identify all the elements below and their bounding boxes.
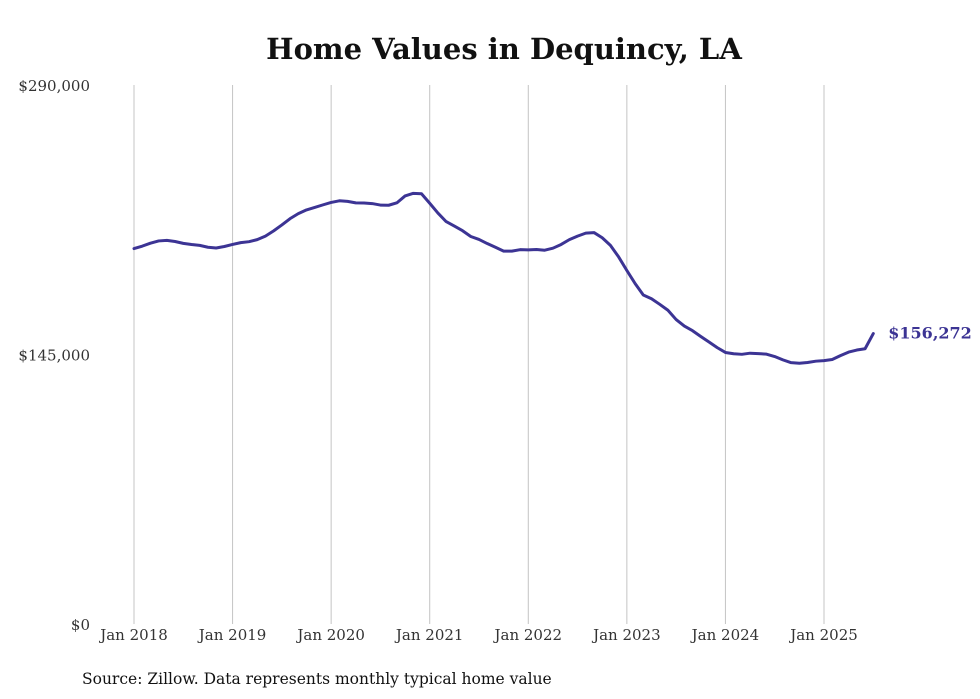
y-tick-0: $0: [71, 616, 90, 634]
last-value-label: $156,272: [888, 324, 972, 343]
x-tick-jan-2024: Jan 2024: [690, 626, 760, 644]
x-tick-jan-2023: Jan 2023: [591, 626, 661, 644]
vertical-gridlines: [133, 85, 825, 624]
x-axis-tick-labels: Jan 2018 Jan 2019 Jan 2020 Jan 2021 Jan 2022…: [98, 626, 858, 644]
source-note: Source: Zillow. Data represents monthly …: [82, 670, 552, 688]
x-tick-jan-2020: Jan 2020: [295, 626, 365, 644]
x-tick-jan-2019: Jan 2019: [197, 626, 267, 644]
chart-title: Home Values in Dequincy, LA: [266, 32, 742, 66]
y-tick-145000: $145,000: [18, 347, 90, 365]
x-tick-jan-2021: Jan 2021: [394, 626, 464, 644]
y-tick-290000: $290,000: [18, 77, 90, 95]
y-axis-tick-labels: $0 $145,000 $290,000: [18, 77, 90, 634]
x-tick-jan-2025: Jan 2025: [788, 626, 858, 644]
x-tick-jan-2022: Jan 2022: [493, 626, 563, 644]
x-tick-jan-2018: Jan 2018: [98, 626, 168, 644]
home-value-line: [132, 191, 875, 365]
